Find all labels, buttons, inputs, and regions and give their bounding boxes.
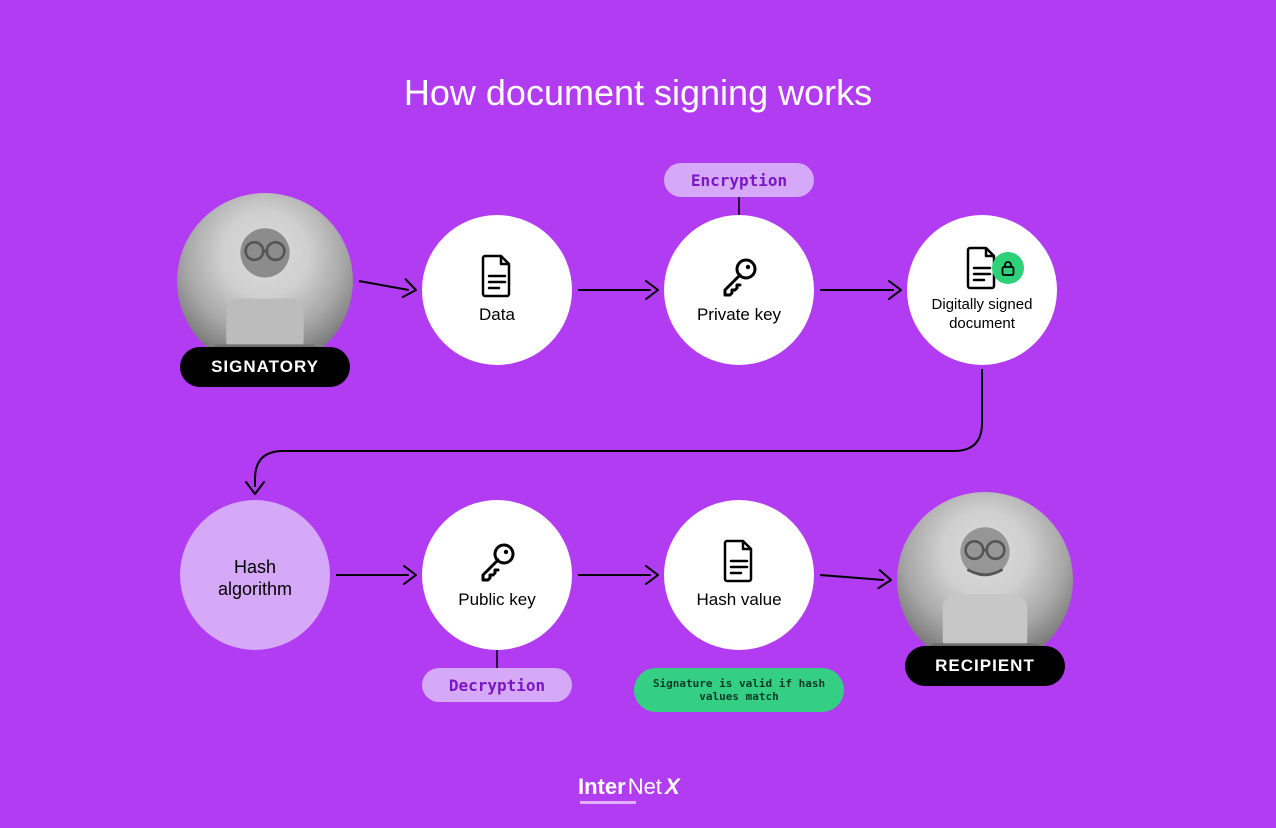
private-key-label: Private key [697, 304, 781, 325]
hash-algorithm-node: Hash algorithm [180, 500, 330, 650]
recipient-label-pill: RECIPIENT [905, 646, 1065, 686]
recipient-photo [897, 492, 1073, 668]
signature-valid-pill: Signature is valid if hash values match [634, 668, 844, 712]
data-node: Data [422, 215, 572, 365]
page-title: How document signing works [404, 72, 872, 114]
signed-doc-node: Digitally signed document [907, 215, 1057, 365]
key-icon [717, 254, 761, 298]
signatory-label-pill: SIGNATORY [180, 347, 350, 387]
key-icon [475, 539, 519, 583]
signatory-photo [177, 193, 353, 369]
lock-badge [992, 252, 1024, 284]
logo-underline [580, 801, 636, 804]
signed-doc-label: Digitally signed document [922, 296, 1042, 334]
public-key-node: Public key [422, 500, 572, 650]
encryption-pill: Encryption [664, 163, 814, 197]
logo-part-2: Net [628, 774, 662, 800]
hash-algorithm-label: Hash algorithm [200, 556, 310, 601]
public-key-label: Public key [458, 589, 535, 610]
logo-part-3: X [664, 774, 680, 800]
logo-part-1: Inter [578, 774, 626, 800]
file-icon [721, 539, 757, 583]
lock-icon [999, 259, 1017, 277]
hash-value-node: Hash value [664, 500, 814, 650]
decryption-pill: Decryption [422, 668, 572, 702]
hash-value-label: Hash value [696, 589, 781, 610]
brand-logo: InterNetX [578, 774, 680, 800]
data-label: Data [479, 304, 515, 325]
file-icon [479, 254, 515, 298]
private-key-node: Private key [664, 215, 814, 365]
